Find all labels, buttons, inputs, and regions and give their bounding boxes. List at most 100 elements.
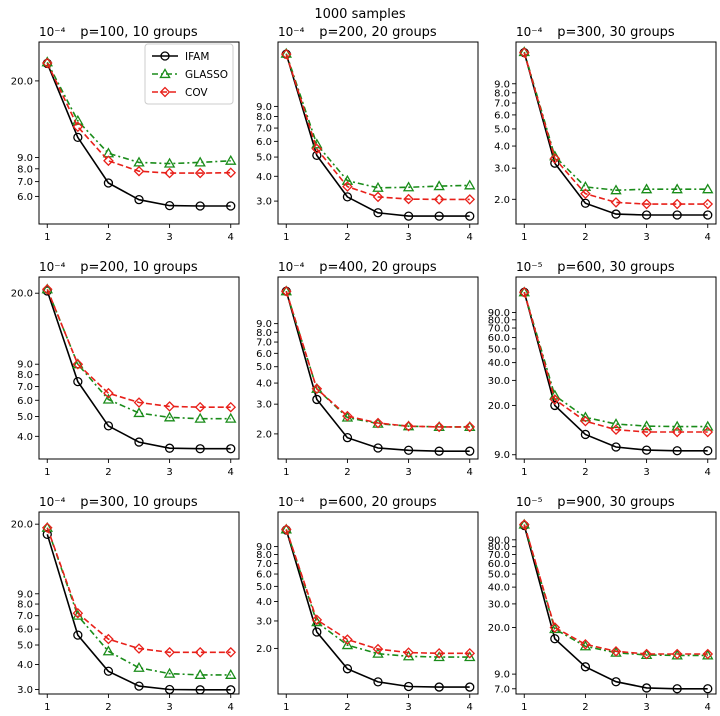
data-point-glasso: [133, 156, 145, 167]
series-line-ifam: [46, 290, 231, 450]
data-point-cov: [433, 194, 445, 205]
series-line-ifam: [285, 290, 470, 453]
series-glasso: [518, 286, 714, 431]
data-point-glasso: [102, 645, 115, 656]
x-tick-label: 2: [105, 232, 111, 243]
x-tick-label: 4: [467, 467, 473, 478]
subplot-title: p=200, 20 groups: [319, 25, 437, 40]
data-point-cov: [194, 401, 206, 413]
data-point-ifam: [641, 445, 652, 455]
data-point-glasso: [640, 420, 653, 431]
y-tick-label: 20.0: [11, 520, 33, 531]
subplot-5: p=400, 20 groups 10⁻⁴ 1 2 3 4 9.08.07.06.0 5.0 4…: [256, 260, 479, 478]
data-point-cov: [464, 648, 476, 659]
y-tick-label: 80.0: [488, 542, 510, 553]
series-ifam: [281, 49, 475, 221]
data-point-cov: [311, 143, 323, 155]
x-tick-label: 2: [582, 702, 588, 713]
series-line-glasso: [285, 53, 470, 189]
data-point-ifam: [434, 446, 444, 456]
series-cov: [41, 283, 237, 413]
data-point-cov: [464, 194, 476, 205]
y-tick-label: 2.0: [256, 644, 272, 655]
y-tick-label: 3.0: [494, 164, 510, 175]
data-point-ifam: [611, 209, 621, 219]
data-point-glasso: [433, 651, 445, 662]
y-tick-label: 3.0: [256, 616, 272, 627]
y-tick-label: 4.0: [256, 597, 272, 608]
x-tick-label: 1: [44, 467, 50, 478]
y-tick-label: 3.0: [17, 685, 33, 696]
data-point-glasso: [163, 667, 176, 678]
x-tick-label: 4: [467, 232, 473, 243]
data-point-cov: [372, 643, 384, 655]
data-point-cov: [133, 165, 145, 177]
series-line-cov: [523, 524, 708, 655]
series-cov: [280, 285, 476, 433]
series-line-cov: [46, 288, 231, 409]
y-tick-label: 2.0: [494, 195, 510, 206]
data-point-glasso: [402, 650, 415, 661]
data-point-cov: [580, 188, 591, 200]
data-point-cov: [194, 167, 206, 179]
x-tick-label: 1: [521, 702, 527, 713]
data-point-ifam: [703, 210, 713, 220]
y-tick-label: 4.0: [494, 142, 510, 153]
y-tick-label: 5.0: [494, 124, 510, 135]
series-ifam: [519, 520, 713, 694]
data-point-cov: [103, 633, 114, 645]
y-tick-label: 40.0: [488, 358, 510, 369]
data-point-glasso: [225, 154, 237, 165]
data-point-ifam: [103, 178, 114, 188]
data-point-cov: [518, 519, 530, 530]
y-tick-label: 5.0: [17, 641, 33, 652]
data-point-cov: [403, 420, 414, 432]
y-tick-label: 4.0: [256, 379, 272, 390]
series-line-glasso: [46, 61, 231, 165]
data-point-glasso: [671, 420, 683, 431]
y-tick-label: 7.0: [494, 99, 510, 110]
data-point-ifam: [134, 195, 144, 205]
data-point-ifam: [403, 211, 414, 221]
data-point-cov: [433, 421, 445, 433]
series-line-glasso: [523, 524, 708, 657]
y-tick-label: 3.0: [256, 197, 272, 208]
data-point-cov: [103, 387, 114, 399]
series-cov: [280, 524, 476, 659]
x-tick-label: 3: [643, 232, 649, 243]
legend-label-cov: COV: [185, 87, 208, 99]
data-point-ifam: [164, 443, 175, 453]
data-point-cov: [549, 153, 561, 164]
x-tick-label: 3: [405, 702, 411, 713]
subplot-2: p=200, 20 groups 10⁻⁴ 1 2 3 4 9.08.07.0 6.0 5.0 4…: [256, 25, 479, 243]
x-tick-label: 1: [283, 702, 289, 713]
series-line-cov: [523, 291, 708, 433]
data-point-ifam: [611, 442, 621, 452]
legend-marker-ifam: [160, 51, 170, 61]
scale-exponent-label: 10⁻⁴: [39, 25, 66, 39]
y-tick-label: 7.0: [256, 338, 272, 349]
scale-exponent-label: 10⁻⁴: [278, 495, 305, 509]
data-point-cov: [164, 401, 175, 412]
data-point-cov: [702, 198, 714, 210]
data-point-ifam: [403, 681, 414, 692]
data-point-cov: [518, 286, 530, 298]
data-point-glasso: [518, 518, 530, 529]
data-point-ifam: [703, 684, 713, 694]
subplot-title: p=900, 30 groups: [557, 495, 675, 510]
data-point-glasso: [464, 651, 476, 662]
x-tick-label: 2: [344, 702, 350, 713]
y-tick-label: 50.0: [488, 570, 510, 581]
series-line-glasso: [523, 51, 708, 192]
data-point-ifam: [580, 662, 591, 672]
y-tick-label: 6.0: [256, 349, 272, 360]
data-point-cov: [41, 283, 53, 295]
data-point-cov: [133, 397, 145, 408]
data-point-cov: [280, 285, 292, 297]
y-tick-label: 7.0: [17, 177, 33, 188]
data-point-ifam: [580, 429, 591, 440]
data-point-cov: [671, 198, 683, 210]
plot-frame: [277, 41, 479, 225]
series-glasso: [280, 523, 476, 662]
data-point-cov: [342, 410, 353, 422]
